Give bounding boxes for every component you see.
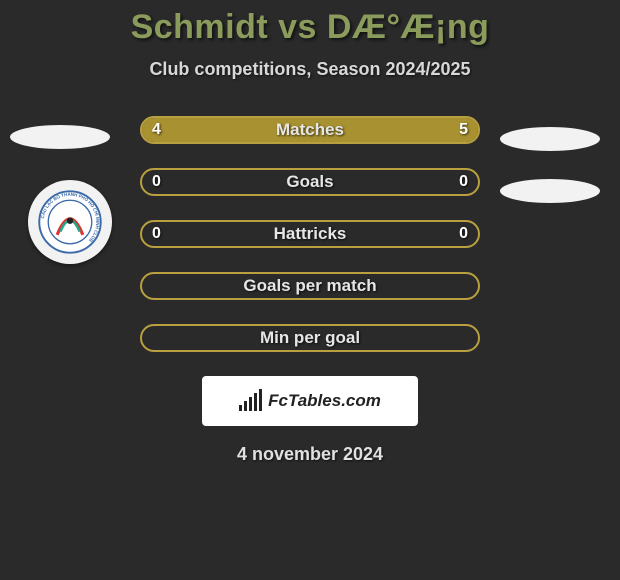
stat-row: Goals per match	[0, 272, 620, 300]
stat-label: Goals	[286, 172, 333, 192]
stat-value-left: 4	[152, 121, 161, 139]
stat-label: Goals per match	[243, 276, 376, 296]
stat-pill: 0 0 Goals	[140, 168, 480, 196]
stat-row: Min per goal	[0, 324, 620, 352]
stat-value-right: 5	[459, 121, 468, 139]
date-label: 4 november 2024	[0, 444, 620, 465]
stat-rows: 4 5 Matches 0 0 Goals 0 0 Hattricks Goals per mat…	[0, 116, 620, 352]
stat-value-right: 0	[459, 173, 468, 191]
stat-value-left: 0	[152, 225, 161, 243]
stat-label: Matches	[276, 120, 344, 140]
stat-pill: 0 0 Hattricks	[140, 220, 480, 248]
stat-pill: Goals per match	[140, 272, 480, 300]
stat-row: 4 5 Matches	[0, 116, 620, 144]
stat-value-right: 0	[459, 225, 468, 243]
stat-fill-left	[142, 118, 291, 142]
stat-label: Hattricks	[274, 224, 347, 244]
brand-bars-icon	[239, 391, 264, 411]
stat-label: Min per goal	[260, 328, 360, 348]
brand-text: FcTables.com	[268, 391, 381, 411]
stat-pill: Min per goal	[140, 324, 480, 352]
stat-pill: 4 5 Matches	[140, 116, 480, 144]
brand-box: FcTables.com	[202, 376, 418, 426]
page-title: Schmidt vs DÆ°Æ¡ng	[0, 0, 620, 47]
stat-row: 0 0 Goals	[0, 168, 620, 196]
page-subtitle: Club competitions, Season 2024/2025	[0, 59, 620, 80]
stat-value-left: 0	[152, 173, 161, 191]
stat-row: 0 0 Hattricks	[0, 220, 620, 248]
